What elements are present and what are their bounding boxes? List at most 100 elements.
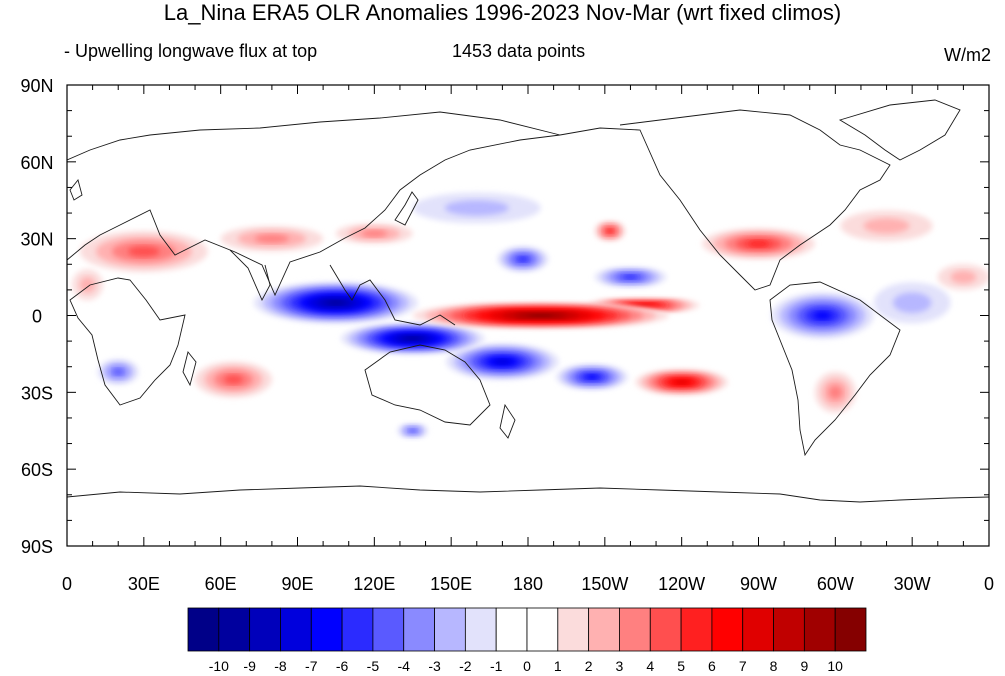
colorbar-swatch: [834, 607, 867, 652]
colorbar-label: 0: [523, 658, 531, 674]
y-tick-label: 90N: [20, 76, 53, 96]
anomaly-region: [528, 314, 554, 317]
colorbar-swatch: [526, 607, 559, 652]
coastline-new-zealand: [499, 403, 516, 439]
colorbar-label: 2: [585, 658, 593, 674]
colorbar-label: 4: [646, 658, 654, 674]
y-tick-label: 30N: [20, 230, 53, 250]
axis-ticks: [66, 84, 990, 547]
colorbar-label: -2: [459, 658, 472, 674]
x-tick-label: 60W: [817, 574, 854, 594]
colorbar-label: 5: [677, 658, 685, 674]
colorbar-swatch: [619, 607, 651, 652]
coastline-indian-subcontinent: [229, 249, 271, 302]
colorbar-label: -7: [305, 658, 318, 674]
colorbar-label: -9: [243, 658, 256, 674]
y-tick-label: 0: [32, 307, 42, 327]
colorbar-swatch: [187, 607, 220, 652]
y-tick-label: 60N: [20, 153, 53, 173]
x-tick-label: 0: [62, 574, 72, 594]
colorbar-swatch: [680, 607, 713, 652]
colorbar-swatch: [249, 607, 281, 652]
anomaly-region: [828, 385, 843, 400]
anomaly-region: [635, 304, 652, 307]
colorbar-label: 9: [800, 658, 808, 674]
axis-labels: 0 30E 60E 90E 120E 150E 180 150W 120W 90W 60W 30W 09…: [20, 76, 994, 594]
coastline-south-america: [769, 281, 901, 457]
colorbar-label: 8: [770, 658, 778, 674]
anomaly-region: [863, 218, 910, 234]
coastline-africa: [69, 277, 186, 406]
colorbar-label: -5: [367, 658, 380, 674]
colorbar-label: 3: [616, 658, 624, 674]
anomaly-region: [813, 311, 832, 320]
colorbar-label: -10: [209, 658, 229, 674]
colorbar-swatch: [280, 607, 312, 652]
y-tick-label: 60S: [21, 460, 53, 480]
colorbar-swatch: [773, 607, 805, 652]
colorbar-swatch: [403, 607, 435, 652]
coastline-eurasia: [67, 111, 561, 297]
anomaly-region: [675, 380, 689, 384]
colorbar-swatch: [711, 607, 744, 652]
colorbar-label: -8: [274, 658, 287, 674]
coastline-japan: [394, 191, 419, 226]
chart-title: La_Nina ERA5 OLR Anomalies 1996-2023 Nov…: [163, 0, 842, 25]
y-tick-label: 30S: [21, 383, 53, 403]
colorbar: [187, 607, 867, 652]
colorbar-swatch: [341, 607, 374, 652]
colorbar-swatch: [310, 607, 343, 652]
coastline-uk: [69, 179, 83, 201]
colorbar-labels: -10 -9 -8 -7 -6 -5 -4 -3 -2 -1 0 1 2 3 4 5 6 7 8 9 10: [209, 658, 843, 674]
colorbar-label: 10: [827, 658, 843, 674]
colorbar-swatch: [588, 607, 620, 652]
colorbar-label: 1: [554, 658, 562, 674]
x-tick-label: 0: [984, 574, 994, 594]
colorbar-label: -3: [428, 658, 441, 674]
anomaly-region: [79, 277, 96, 293]
y-tick-label: 90S: [21, 537, 53, 557]
anomaly-region: [404, 336, 421, 341]
coastline-antarctica: [67, 485, 989, 503]
anomaly-field: [72, 192, 989, 439]
anomaly-region: [408, 428, 417, 433]
anomaly-region: [223, 375, 244, 385]
colorbar-label: -6: [336, 658, 349, 674]
x-tick-label: 120W: [658, 574, 705, 594]
anomaly-region: [623, 275, 638, 280]
anomaly-region: [517, 256, 529, 262]
anomaly-region: [361, 230, 388, 237]
coastlines: [67, 99, 989, 503]
units-label: W/m2: [944, 45, 991, 65]
colorbar-swatch: [372, 607, 405, 652]
anomaly-region: [950, 270, 977, 284]
colorbar-label: 7: [739, 658, 747, 674]
coastline-north-america: [559, 109, 891, 291]
anomaly-region: [326, 300, 346, 305]
colorbar-swatch: [434, 607, 466, 652]
anomaly-region: [892, 292, 932, 313]
colorbar-swatch: [557, 607, 590, 652]
colorbar-swatch: [495, 607, 528, 652]
coastline-madagascar: [182, 351, 197, 387]
colorbar-swatch: [742, 607, 774, 652]
data-points-count: 1453 data points: [452, 41, 586, 61]
anomaly-region: [606, 228, 614, 234]
x-tick-label: 30W: [894, 574, 931, 594]
anomaly-region: [254, 234, 289, 243]
x-tick-label: 180: [513, 574, 543, 594]
anomaly-region: [127, 246, 160, 257]
variable-description: - Upwelling longwave flux at top: [64, 41, 318, 61]
coastline-australia: [364, 344, 491, 426]
coastline-southeast-asia: [329, 264, 456, 326]
x-tick-label: 150W: [581, 574, 628, 594]
colorbar-label: 6: [708, 658, 716, 674]
anomaly-region: [494, 359, 511, 365]
x-tick-label: 90E: [281, 574, 313, 594]
coastline-greenland: [838, 99, 961, 161]
colorbar-swatch: [218, 607, 251, 652]
colorbar-label: -1: [490, 658, 503, 674]
anomaly-region: [113, 368, 124, 376]
x-tick-label: 150E: [430, 574, 472, 594]
